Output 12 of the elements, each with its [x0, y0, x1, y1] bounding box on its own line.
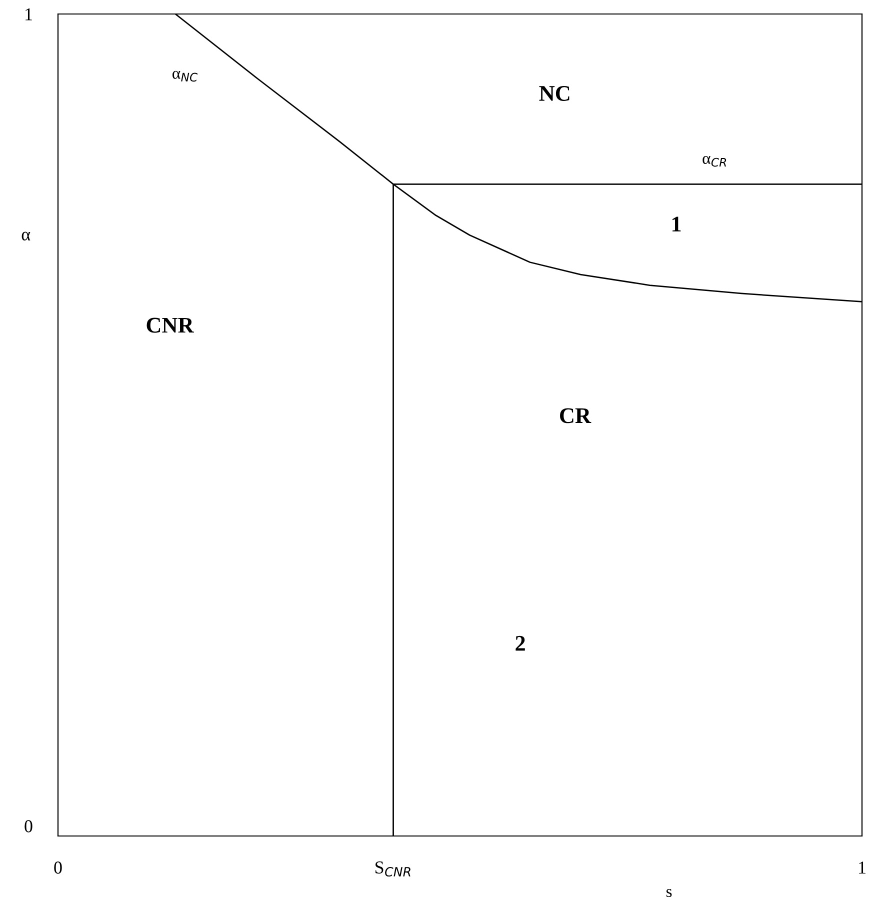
annotation: CR [560, 408, 592, 424]
annotation: α$_{NC}$ [172, 70, 198, 82]
annotation: 2 [516, 636, 525, 651]
annotation: α$_{CR}$ [702, 156, 726, 167]
x-tick-label: 0 [54, 862, 62, 874]
x-tick-label: S$_{CNR}$ [376, 861, 410, 877]
annotation: 1 [672, 216, 681, 232]
annotation: CNR [146, 318, 194, 333]
x-axis-title: s [666, 889, 672, 898]
y-axis-title: α [22, 232, 30, 240]
x-tick-label: 1 [859, 862, 866, 874]
annotation: NC [539, 86, 570, 101]
